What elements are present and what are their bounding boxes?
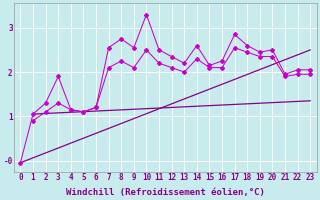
X-axis label: Windchill (Refroidissement éolien,°C): Windchill (Refroidissement éolien,°C) — [66, 188, 265, 197]
